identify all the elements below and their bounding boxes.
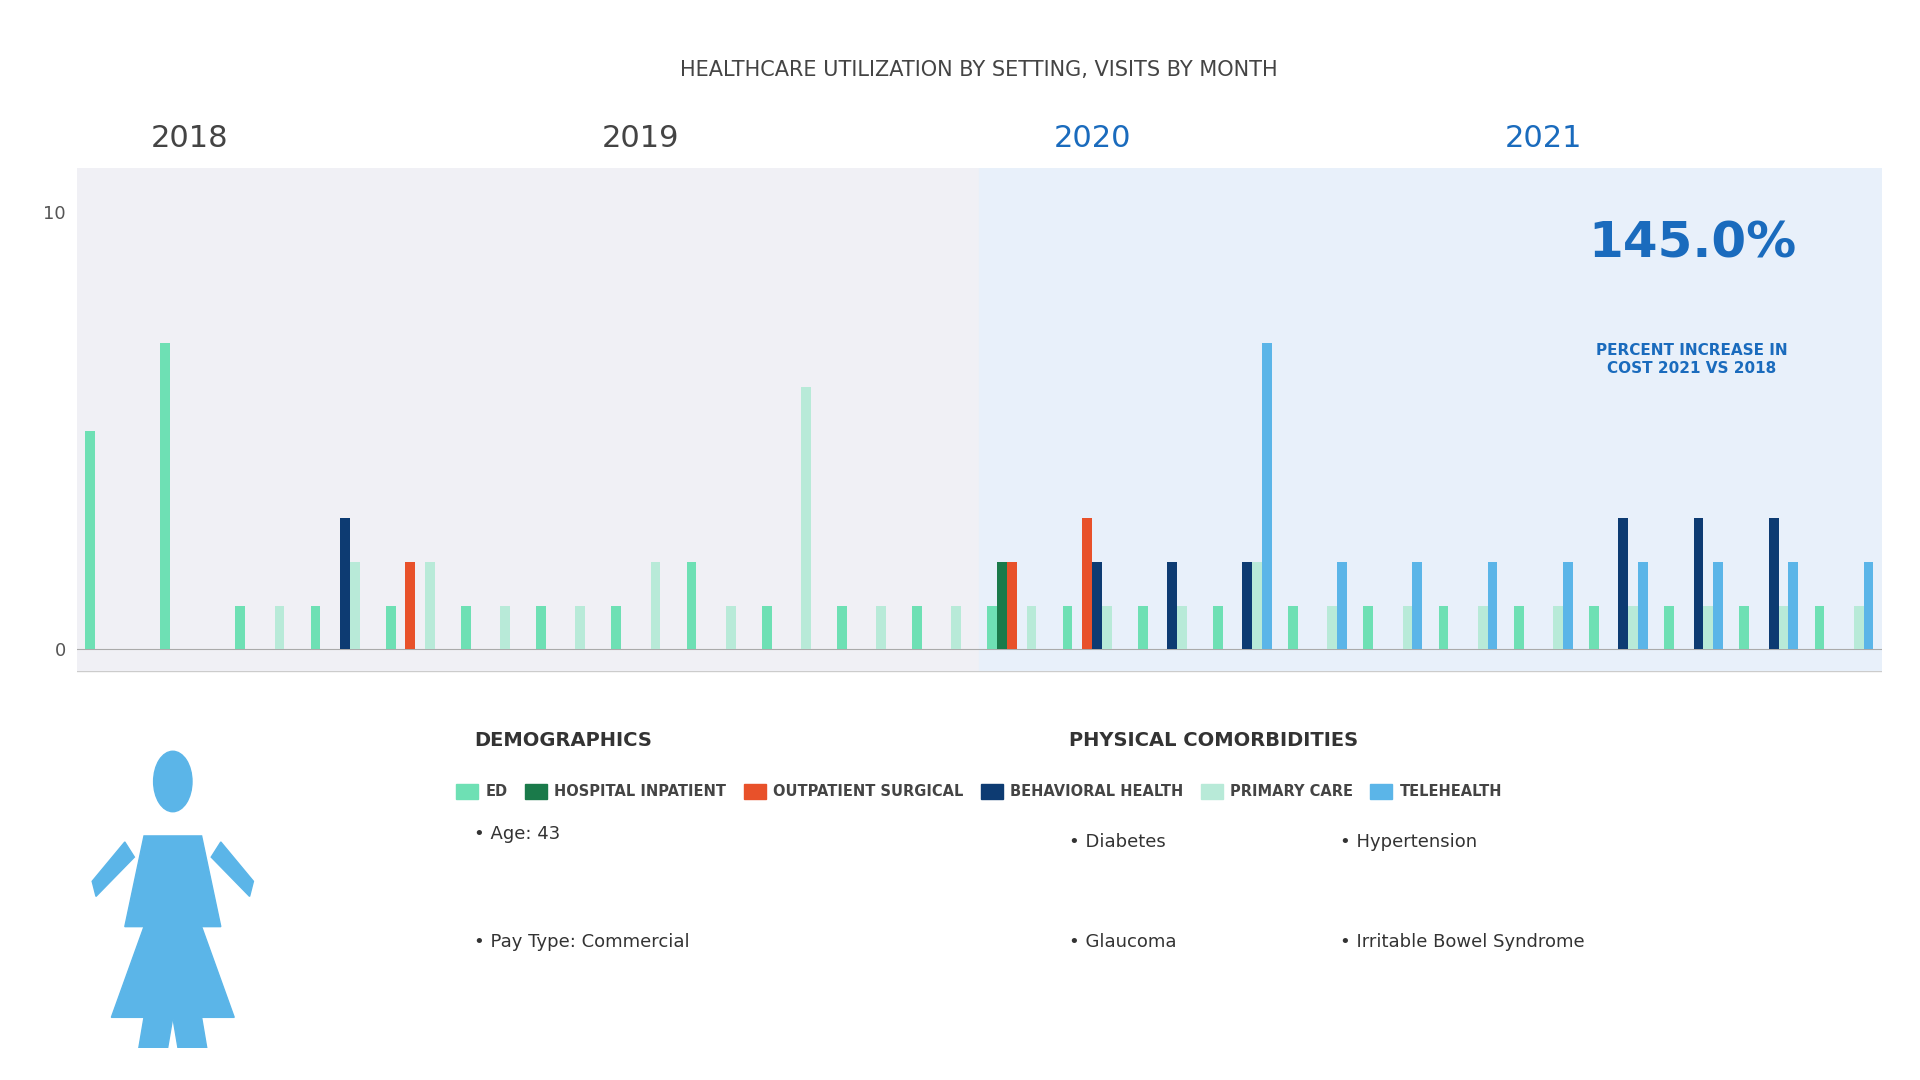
Text: DEMOGRAPHICS: DEMOGRAPHICS (474, 731, 651, 751)
Text: • Glaucoma: • Glaucoma (1069, 933, 1177, 951)
Bar (912, 606, 922, 649)
Text: 2020: 2020 (1054, 123, 1131, 152)
Bar (236, 606, 246, 649)
Bar (1713, 562, 1722, 649)
Bar (1027, 606, 1037, 649)
Polygon shape (136, 1017, 173, 1063)
Bar (1864, 562, 1874, 649)
Bar (1665, 606, 1674, 649)
Bar (1252, 562, 1261, 649)
Bar (159, 343, 171, 649)
Bar (726, 606, 735, 649)
Text: PHYSICAL COMORBIDITIES: PHYSICAL COMORBIDITIES (1069, 731, 1359, 751)
Circle shape (154, 752, 192, 812)
Bar (1703, 606, 1713, 649)
Bar (611, 606, 622, 649)
Bar (651, 562, 660, 649)
Bar (386, 606, 396, 649)
Text: PERCENT INCREASE IN
COST 2021 VS 2018: PERCENT INCREASE IN COST 2021 VS 2018 (1596, 343, 1788, 376)
Text: • Diabetes: • Diabetes (1069, 833, 1165, 851)
Bar (1261, 343, 1271, 649)
Bar (1288, 606, 1298, 649)
Text: • Age: 43: • Age: 43 (474, 825, 561, 842)
Bar (1478, 606, 1488, 649)
Bar (1563, 562, 1572, 649)
Polygon shape (111, 927, 234, 1017)
Bar (1628, 606, 1638, 649)
Text: 2021: 2021 (1505, 123, 1582, 152)
Text: • Hypertension: • Hypertension (1340, 833, 1476, 851)
Bar (987, 606, 996, 649)
Bar (461, 606, 470, 649)
Bar (1336, 562, 1348, 649)
Bar (1590, 606, 1599, 649)
Bar (275, 606, 284, 649)
Bar (1740, 606, 1749, 649)
Bar (536, 606, 545, 649)
Bar (1693, 518, 1703, 649)
Bar (1177, 606, 1187, 649)
Bar (1006, 562, 1018, 649)
Polygon shape (211, 842, 253, 896)
Text: 145.0%: 145.0% (1588, 219, 1797, 268)
Bar (1438, 606, 1448, 649)
Bar (801, 387, 810, 649)
Bar (1814, 606, 1824, 649)
Bar (311, 606, 321, 649)
Text: 2018: 2018 (152, 123, 228, 152)
Bar (1213, 606, 1223, 649)
Bar (1778, 606, 1788, 649)
Bar (349, 562, 359, 649)
Polygon shape (92, 842, 134, 896)
Bar (405, 562, 415, 649)
Bar (1062, 606, 1073, 649)
Bar (1167, 562, 1177, 649)
Bar (1513, 606, 1524, 649)
Bar (762, 606, 772, 649)
Bar (1102, 606, 1112, 649)
Text: HEALTHCARE UTILIZATION BY SETTING, VISITS BY MONTH: HEALTHCARE UTILIZATION BY SETTING, VISIT… (680, 60, 1279, 80)
Bar (576, 606, 586, 649)
Bar (1139, 606, 1148, 649)
Text: 2019: 2019 (603, 123, 680, 152)
Text: • Pay Type: Commercial: • Pay Type: Commercial (474, 933, 689, 951)
Bar (996, 562, 1006, 649)
Bar (1363, 606, 1373, 649)
Bar (1855, 606, 1864, 649)
Bar (1242, 562, 1252, 649)
Bar (979, 168, 1882, 672)
Bar (1768, 518, 1778, 649)
Bar (84, 431, 94, 649)
Polygon shape (125, 836, 221, 927)
Bar (1413, 562, 1423, 649)
Bar (952, 606, 962, 649)
Bar (1083, 518, 1092, 649)
Bar (1638, 562, 1647, 649)
Bar (1619, 518, 1628, 649)
Bar (424, 562, 434, 649)
Bar (1092, 562, 1102, 649)
Bar (1788, 562, 1799, 649)
Bar (340, 518, 349, 649)
Bar (837, 606, 847, 649)
Bar (1327, 606, 1336, 649)
Bar (1488, 562, 1498, 649)
Bar (1404, 606, 1413, 649)
Bar (876, 606, 885, 649)
Bar (501, 606, 511, 649)
Bar (1553, 606, 1563, 649)
Legend: ED, HOSPITAL INPATIENT, OUTPATIENT SURGICAL, BEHAVIORAL HEALTH, PRIMARY CARE, TE: ED, HOSPITAL INPATIENT, OUTPATIENT SURGI… (451, 778, 1507, 805)
Bar (687, 562, 697, 649)
Text: • Irritable Bowel Syndrome: • Irritable Bowel Syndrome (1340, 933, 1584, 951)
Polygon shape (173, 1017, 209, 1063)
